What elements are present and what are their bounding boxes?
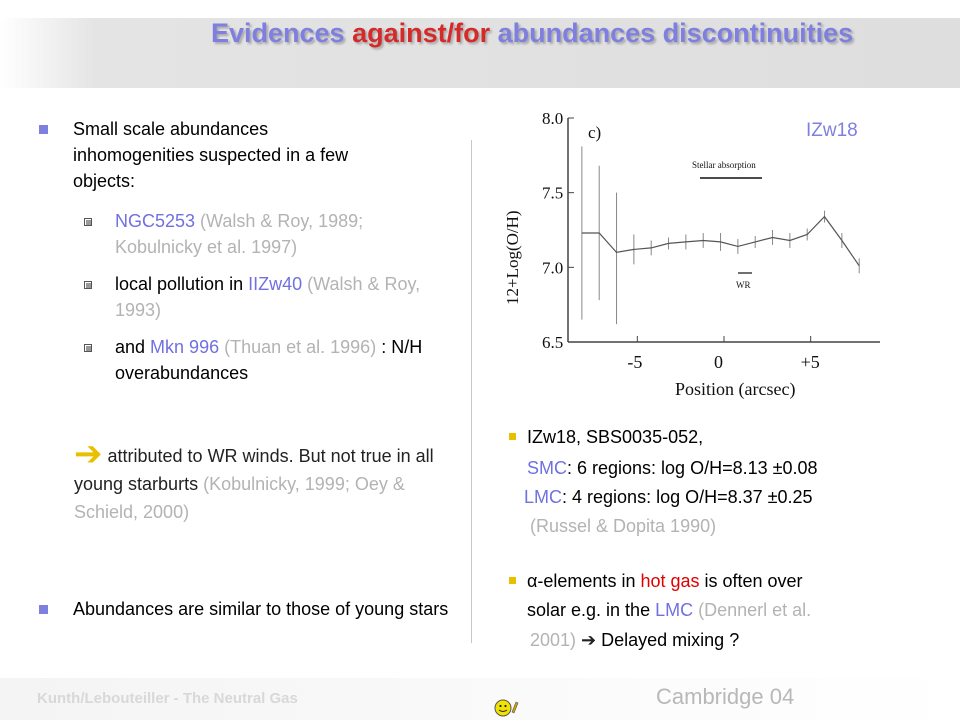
smiley-icon <box>494 699 519 717</box>
bullet-icon <box>39 125 48 134</box>
series-line <box>581 215 860 267</box>
title-part-3: abundances discontinuities <box>490 18 854 48</box>
wr-winds-paragraph: ➔ attributed to WR winds. But not true i… <box>74 437 464 526</box>
wr-winds-text: attributed to WR winds. But not true in … <box>74 446 434 494</box>
panel-label: c) <box>588 123 601 142</box>
footer-venue: Cambridge 04 <box>656 684 795 709</box>
alpha-tail: is often over <box>699 571 803 591</box>
y-tick-label: 7.5 <box>542 184 563 203</box>
mkn996-ref: (Thuan et al. 1996) <box>219 337 377 357</box>
alpha-elements-line-1: α-elements in hot gas is often over <box>527 568 803 594</box>
x-tick-label: +5 <box>801 352 820 372</box>
bullet-young-stars: Abundances are similar to those of young… <box>73 599 449 619</box>
ngc5253-label: NGC5253 <box>115 211 196 231</box>
wr-label: WR <box>736 280 751 290</box>
lmc-label: LMC <box>524 487 563 507</box>
iizw40-text: local pollution in <box>115 274 249 294</box>
sub-bullet-ngc5253: NGC5253 (Walsh & Roy, 1989; Kobulnicky e… <box>115 208 455 260</box>
arrow-right-icon: ➔ <box>576 630 602 650</box>
bullet-icon <box>39 605 48 614</box>
delayed-mixing-text: Delayed mixing ? <box>601 630 740 650</box>
magellanic-line-1: IZw18, SBS0035-052, <box>527 427 704 447</box>
footer-authors: Kunth/Lebouteiller - The Neutral Gas <box>37 690 298 707</box>
title-part-1: Evidences <box>211 18 353 48</box>
wr-winds-ref: (Kobulnicky, 1999; Oey & Schield, 2000) <box>74 474 405 522</box>
mkn996-tail: : N/H overabundances <box>115 337 423 383</box>
bullet-icon <box>509 577 516 584</box>
mkn996-label: Mkn 996 <box>150 337 220 357</box>
alpha-text: α-elements in <box>527 571 641 591</box>
bullet-icon <box>509 433 516 440</box>
izw18-label: IZw18 <box>806 120 858 141</box>
smc-label: SMC <box>527 458 567 478</box>
x-axis-label: Position (arcsec) <box>675 379 795 400</box>
sub-bullet-iizw40: local pollution in IIZw40 (Walsh & Roy, … <box>115 271 455 323</box>
alpha-elements-line-2: solar e.g. in the LMC (Dennerl et al. <box>527 597 811 623</box>
x-tick-label: 0 <box>714 352 723 372</box>
y-axis-label: 12+Log(O/H) <box>503 210 522 305</box>
hot-gas-label: hot gas <box>640 571 700 591</box>
slide-title: Evidences against/for abundances discont… <box>211 17 931 50</box>
square-bullet-icon <box>84 281 92 289</box>
arrow-right-icon: ➔ <box>74 435 103 473</box>
lmc-value: : 4 regions: log O/H=8.37 ±0.25 <box>562 487 813 507</box>
solar-text: solar e.g. in the <box>527 600 656 620</box>
lmc-line: LMC: 4 regions: log O/H=8.37 ±0.25 <box>524 484 813 510</box>
y-tick-label: 6.5 <box>542 333 563 352</box>
bullet-small-scale: Small scale abundances inhomogenities su… <box>73 119 349 191</box>
smc-line: SMC: 6 regions: log O/H=8.13 ±0.08 <box>527 455 818 481</box>
abundance-plot: 8.0 7.5 7.0 6.5 -5 0 +5 c) Stellar absorption… <box>503 109 880 400</box>
stellar-absorption-label: Stellar absorption <box>692 160 756 170</box>
dennerl-ref: (Dennerl et al. <box>693 600 812 620</box>
iizw40-ref: (Walsh & Roy, 1993) <box>115 274 421 320</box>
alpha-elements-line-3: 2001) ➔ Delayed mixing ? <box>530 627 739 653</box>
column-divider <box>471 140 472 643</box>
square-bullet-icon <box>84 344 92 352</box>
title-band <box>0 18 960 88</box>
y-tick-label: 8.0 <box>542 109 563 128</box>
square-bullet-icon <box>84 218 92 226</box>
x-tick-label: -5 <box>627 352 642 372</box>
iizw40-label: IIZw40 <box>248 274 303 294</box>
dennerl-year: 2001) <box>530 630 577 650</box>
y-tick-label: 7.0 <box>542 258 563 277</box>
sub-bullet-mkn996: and Mkn 996 (Thuan et al. 1996) : N/H ov… <box>115 334 455 386</box>
lmc-label-2: LMC <box>655 600 694 620</box>
footer-band <box>0 678 960 720</box>
title-part-2: against/for <box>352 18 491 48</box>
ngc5253-ref: (Walsh & Roy, 1989; Kobulnicky et al. 19… <box>115 211 364 257</box>
mkn996-text: and <box>115 337 151 357</box>
smc-value: : 6 regions: log O/H=8.13 ±0.08 <box>567 458 818 478</box>
russel-dopita-ref: (Russel & Dopita 1990) <box>530 516 717 536</box>
